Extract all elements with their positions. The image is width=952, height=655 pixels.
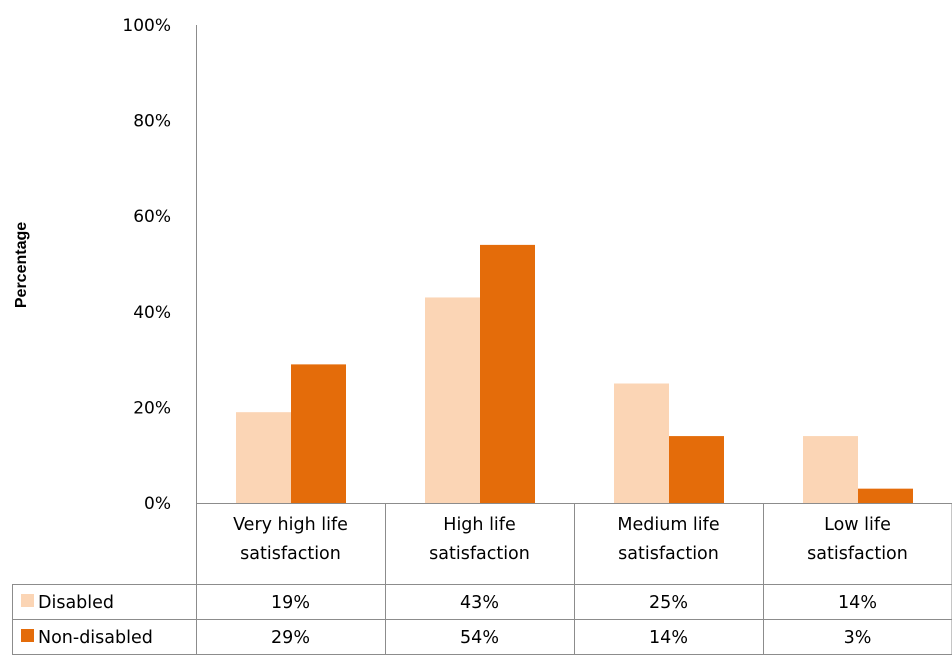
- data-label: 3%: [844, 628, 872, 648]
- bar: [425, 297, 480, 503]
- category-label: Medium life: [617, 515, 719, 535]
- bar: [236, 412, 291, 503]
- y-tick-label: 40%: [133, 303, 171, 323]
- category-label: satisfaction: [807, 544, 908, 564]
- data-label: 54%: [460, 628, 499, 648]
- legend-key-disabled: [21, 594, 34, 607]
- y-tick-label: 20%: [133, 398, 171, 418]
- category-label: Very high life: [233, 515, 348, 535]
- y-tick-label: 0%: [144, 494, 171, 514]
- bar: [291, 364, 346, 503]
- data-label: 43%: [460, 593, 499, 613]
- legend-label: Disabled: [38, 593, 114, 613]
- data-label: 25%: [649, 593, 688, 613]
- category-label: Low life: [824, 515, 891, 535]
- bar: [480, 244, 535, 503]
- bar: [858, 488, 913, 503]
- bar: [669, 436, 724, 503]
- bar: [803, 436, 858, 503]
- y-tick-label: 60%: [133, 207, 171, 227]
- data-label: 29%: [271, 628, 310, 648]
- data-label: 14%: [649, 628, 688, 648]
- y-tick-label: 100%: [122, 16, 171, 36]
- category-label: satisfaction: [240, 544, 341, 564]
- category-label: satisfaction: [618, 544, 719, 564]
- y-axis-label: Percentage: [13, 222, 30, 308]
- category-label: satisfaction: [429, 544, 530, 564]
- legend-key-non-disabled: [21, 629, 34, 642]
- data-label: 19%: [271, 593, 310, 613]
- legend-label: Non-disabled: [38, 628, 153, 648]
- bar: [614, 383, 669, 503]
- y-tick-label: 80%: [133, 112, 171, 132]
- category-label: High life: [443, 515, 515, 535]
- data-label: 14%: [838, 593, 877, 613]
